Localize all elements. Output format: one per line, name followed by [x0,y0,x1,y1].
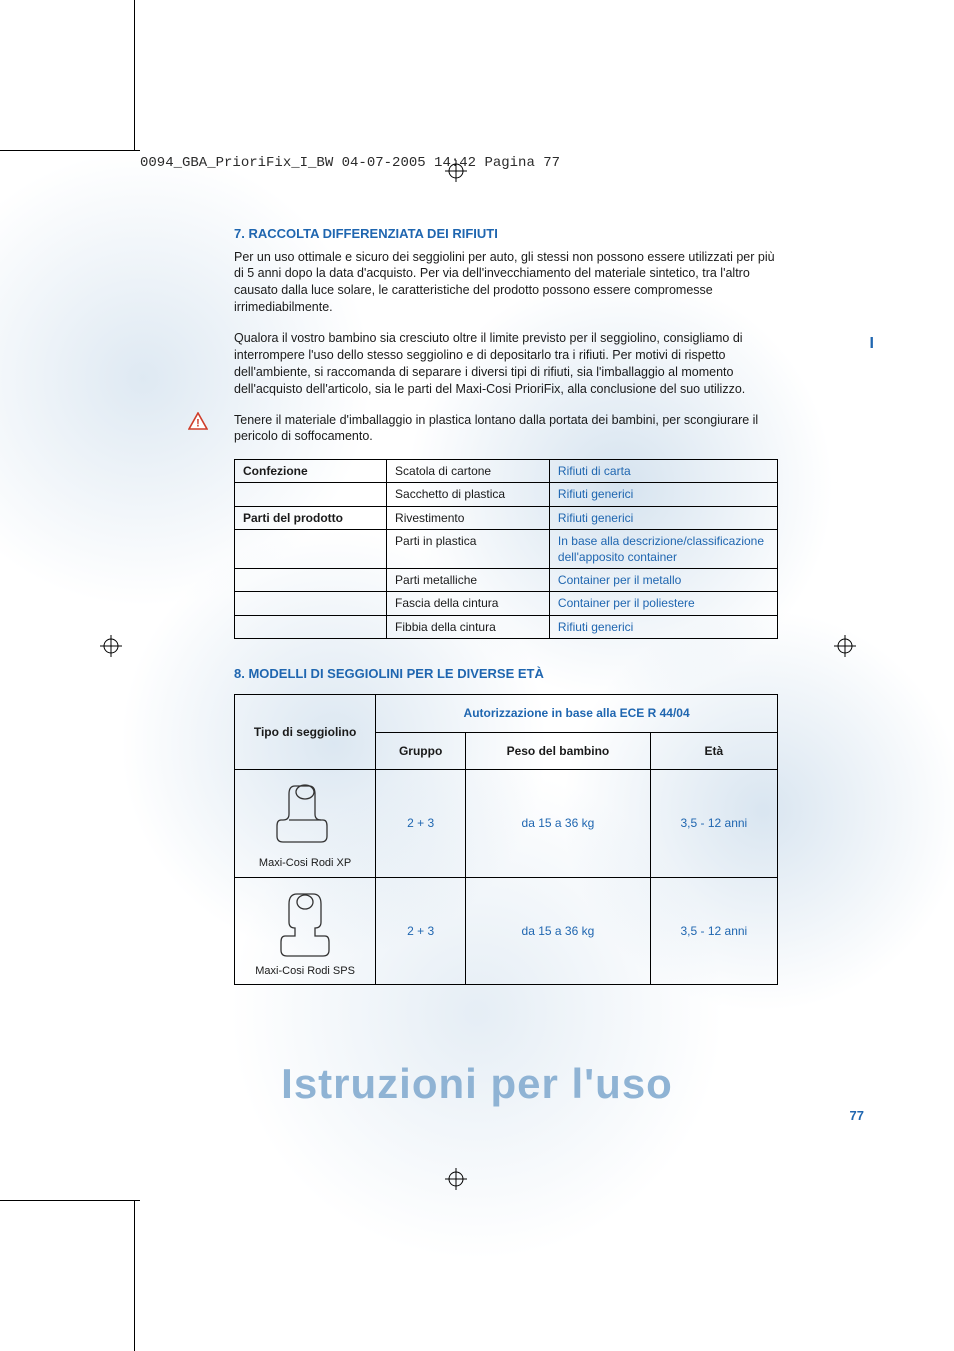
col-head-age: Età [650,732,777,769]
registration-mark-icon [834,635,856,657]
seat-group-value: 2 + 3 [376,877,466,985]
page-number: 77 [850,1108,864,1123]
seat-name-label: Maxi-Cosi Rodi SPS [241,964,369,979]
table-row: Parti del prodottoRivestimentoRifiuti ge… [235,506,778,529]
waste-cell-disposal: Rifiuti generici [549,506,777,529]
registration-mark-icon [100,635,122,657]
seat-age-value: 3,5 - 12 anni [650,769,777,877]
table-row: Fibbia della cinturaRifiuti generici [235,615,778,638]
waste-cell-category: Parti del prodotto [235,506,387,529]
page: 0094_GBA_PrioriFix_I_BW 04-07-2005 14:42… [0,0,954,1351]
waste-cell-disposal: Rifiuti generici [549,483,777,506]
table-row: Fascia della cinturaContainer per il pol… [235,592,778,615]
waste-cell-category [235,529,387,568]
waste-cell-disposal: Container per il metallo [549,569,777,592]
table-row: Parti metallicheContainer per il metallo [235,569,778,592]
table-row: Maxi-Cosi Rodi SPS 2 + 3da 15 a 36 kg3,5 … [235,877,778,985]
body-column: 7. RACCOLTA DIFFERENZIATA DEI RIFIUTI Pe… [234,225,778,985]
seat-name-label: Maxi-Cosi Rodi XP [241,856,369,871]
crop-mark [0,150,140,151]
table-row: Sacchetto di plasticaRifiuti generici [235,483,778,506]
section-7-para-1: Per un uso ottimale e sicuro dei seggiol… [234,249,778,317]
section-7-para-2: Qualora il vostro bambino sia cresciuto … [234,330,778,398]
seat-age-value: 3,5 - 12 anni [650,877,777,985]
warning-text: Tenere il materiale d'imballaggio in pla… [234,413,758,444]
col-head-weight: Peso del bambino [466,732,651,769]
header-code-text: 0094_GBA_PrioriFix_I_BW 04-07-2005 14:42… [140,155,560,171]
car-seat-icon [275,888,335,958]
seat-group-value: 2 + 3 [376,769,466,877]
waste-cell-category [235,615,387,638]
waste-cell-item: Rivestimento [387,506,550,529]
col-head-type: Tipo di seggiolino [235,695,376,769]
language-flag: I [870,335,874,353]
registration-mark-icon [445,160,467,182]
svg-text:!: ! [196,417,200,429]
waste-cell-category [235,569,387,592]
seat-cell: Maxi-Cosi Rodi XP [235,769,376,877]
table-row: ConfezioneScatola di cartoneRifiuti di c… [235,460,778,483]
warning-paragraph: ! Tenere il materiale d'imballaggio in p… [234,412,778,446]
waste-cell-disposal: Rifiuti di carta [549,460,777,483]
waste-cell-category [235,483,387,506]
waste-cell-disposal: Container per il poliestere [549,592,777,615]
waste-cell-disposal: Rifiuti generici [549,615,777,638]
section-8: 8. MODELLI DI SEGGIOLINI PER LE DIVERSE … [234,665,778,986]
crop-mark [134,1201,135,1351]
waste-cell-item: Fibbia della cintura [387,615,550,638]
waste-cell-category [235,592,387,615]
registration-mark-icon [445,1168,467,1190]
section-8-heading: 8. MODELLI DI SEGGIOLINI PER LE DIVERSE … [234,665,778,683]
waste-cell-item: Parti in plastica [387,529,550,568]
waste-cell-category: Confezione [235,460,387,483]
table-row: Parti in plasticaIn base alla descrizion… [235,529,778,568]
col-head-group: Gruppo [376,732,466,769]
col-head-auth: Autorizzazione in base alla ECE R 44/04 [376,695,778,732]
car-seat-icon [275,780,335,850]
footer-title: Istruzioni per l'uso [0,1060,954,1108]
seat-cell: Maxi-Cosi Rodi SPS [235,877,376,985]
seat-weight-value: da 15 a 36 kg [466,877,651,985]
warning-icon: ! [188,412,208,430]
waste-cell-item: Sacchetto di plastica [387,483,550,506]
car-seats-table: Tipo di seggiolino Autorizzazione in bas… [234,694,778,985]
crop-mark [134,0,135,150]
waste-separation-table: ConfezioneScatola di cartoneRifiuti di c… [234,459,778,639]
section-7-heading: 7. RACCOLTA DIFFERENZIATA DEI RIFIUTI [234,225,778,243]
waste-cell-item: Scatola di cartone [387,460,550,483]
waste-cell-item: Parti metalliche [387,569,550,592]
crop-mark [0,1200,140,1201]
seat-weight-value: da 15 a 36 kg [466,769,651,877]
waste-cell-item: Fascia della cintura [387,592,550,615]
table-row: Maxi-Cosi Rodi XP 2 + 3da 15 a 36 kg3,5 -… [235,769,778,877]
waste-cell-disposal: In base alla descrizione/classificazione… [549,529,777,568]
